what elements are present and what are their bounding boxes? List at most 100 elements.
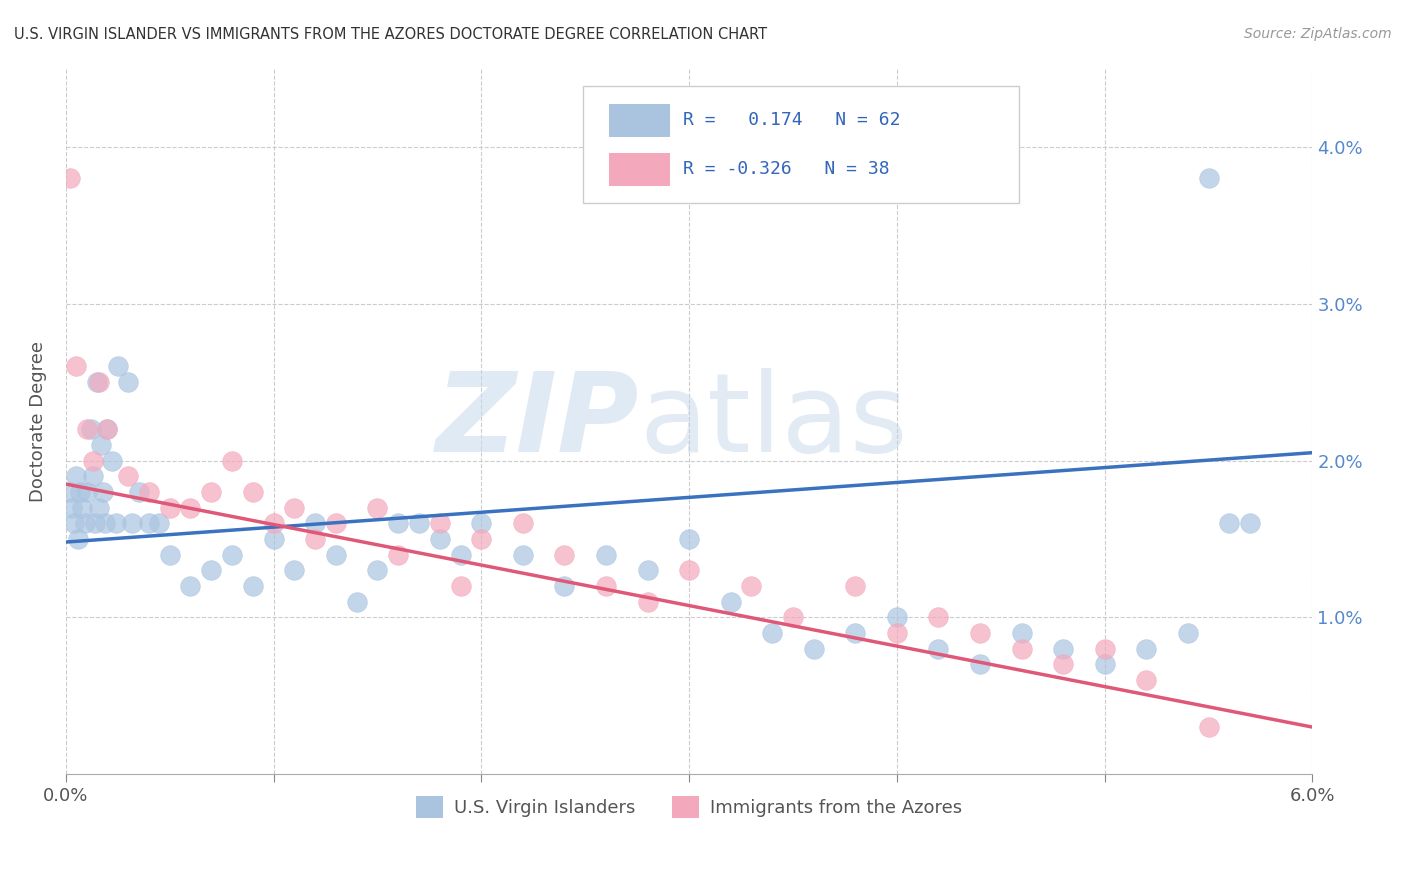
Point — [91, 484, 114, 499]
Point — [242, 484, 264, 499]
Point — [1011, 626, 1033, 640]
Point — [595, 548, 617, 562]
Point — [117, 469, 139, 483]
Point — [69, 484, 91, 499]
Point — [1198, 171, 1220, 186]
Point — [67, 532, 90, 546]
Point — [59, 484, 82, 499]
Point — [553, 579, 575, 593]
Point — [720, 594, 742, 608]
Point — [1094, 641, 1116, 656]
Text: R =   0.174   N = 62: R = 0.174 N = 62 — [683, 111, 900, 129]
Point — [117, 375, 139, 389]
Text: ZIP: ZIP — [436, 368, 640, 475]
Point — [86, 375, 108, 389]
Point — [87, 375, 110, 389]
Point — [1052, 641, 1074, 656]
Point — [83, 516, 105, 531]
Point — [107, 359, 129, 374]
Point — [82, 453, 104, 467]
Point — [782, 610, 804, 624]
Point — [844, 579, 866, 593]
FancyBboxPatch shape — [583, 87, 1019, 202]
Point — [283, 500, 305, 515]
Point — [429, 532, 451, 546]
Point — [637, 594, 659, 608]
Point — [740, 579, 762, 593]
Text: Source: ZipAtlas.com: Source: ZipAtlas.com — [1244, 27, 1392, 41]
Point — [73, 516, 96, 531]
FancyBboxPatch shape — [609, 153, 671, 186]
Point — [450, 548, 472, 562]
Point — [59, 171, 82, 186]
Point — [87, 500, 110, 515]
Point — [283, 563, 305, 577]
Point — [72, 500, 94, 515]
Point — [138, 484, 160, 499]
Point — [678, 532, 700, 546]
Point — [242, 579, 264, 593]
Point — [128, 484, 150, 499]
Point — [1177, 626, 1199, 640]
Point — [470, 532, 492, 546]
Point — [346, 594, 368, 608]
Point — [121, 516, 143, 531]
Point — [512, 516, 534, 531]
Point — [200, 563, 222, 577]
Point — [179, 500, 201, 515]
Point — [1135, 641, 1157, 656]
Point — [408, 516, 430, 531]
Point — [387, 548, 409, 562]
Point — [886, 626, 908, 640]
Point — [148, 516, 170, 531]
Point — [1094, 657, 1116, 672]
Point — [927, 641, 949, 656]
Point — [221, 453, 243, 467]
Point — [76, 422, 98, 436]
Point — [304, 516, 326, 531]
Point — [159, 500, 181, 515]
Point — [76, 484, 98, 499]
Text: U.S. VIRGIN ISLANDER VS IMMIGRANTS FROM THE AZORES DOCTORATE DEGREE CORRELATION : U.S. VIRGIN ISLANDER VS IMMIGRANTS FROM … — [14, 27, 768, 42]
Point — [263, 532, 285, 546]
Point — [60, 500, 83, 515]
Point — [263, 516, 285, 531]
Point — [65, 469, 87, 483]
Point — [678, 563, 700, 577]
Point — [553, 548, 575, 562]
Point — [304, 532, 326, 546]
Point — [96, 422, 118, 436]
Point — [969, 626, 991, 640]
Point — [325, 548, 347, 562]
Point — [366, 500, 388, 515]
Point — [969, 657, 991, 672]
Point — [886, 610, 908, 624]
Point — [159, 548, 181, 562]
Point — [637, 563, 659, 577]
Text: atlas: atlas — [640, 368, 908, 475]
Point — [512, 548, 534, 562]
Point — [1135, 673, 1157, 687]
Point — [1052, 657, 1074, 672]
Point — [100, 453, 122, 467]
Point — [844, 626, 866, 640]
FancyBboxPatch shape — [609, 103, 671, 137]
Point — [80, 422, 103, 436]
Point — [429, 516, 451, 531]
Point — [927, 610, 949, 624]
Point — [595, 579, 617, 593]
Point — [761, 626, 783, 640]
Point — [1239, 516, 1261, 531]
Point — [1218, 516, 1240, 531]
Point — [90, 438, 112, 452]
Point — [104, 516, 127, 531]
Point — [63, 516, 86, 531]
Point — [94, 516, 117, 531]
Point — [803, 641, 825, 656]
Text: R = -0.326   N = 38: R = -0.326 N = 38 — [683, 161, 890, 178]
Point — [366, 563, 388, 577]
Point — [1198, 720, 1220, 734]
Point — [470, 516, 492, 531]
Point — [200, 484, 222, 499]
Point — [138, 516, 160, 531]
